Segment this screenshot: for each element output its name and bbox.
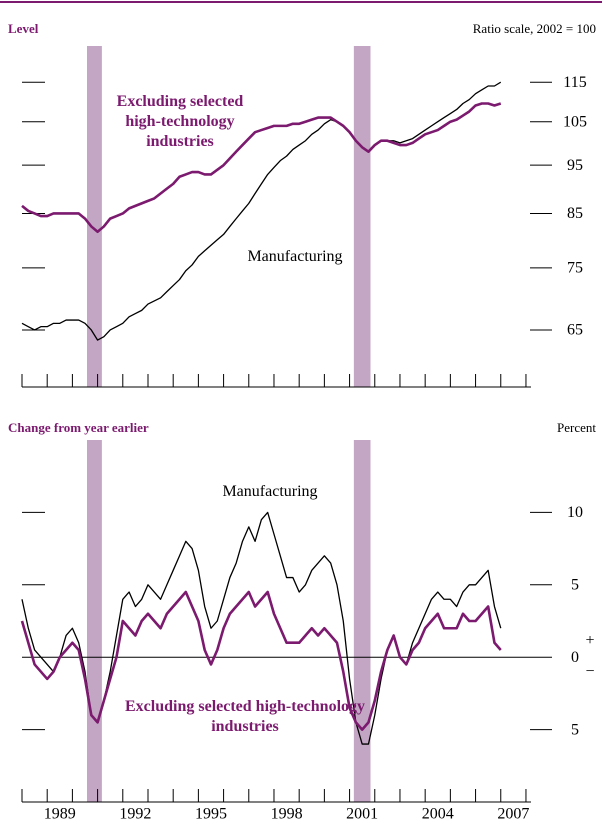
y-tick-label: 85 — [567, 205, 583, 222]
panel-title: Level — [8, 21, 39, 36]
series-line — [20, 590, 502, 731]
panel-title: Change from year earlier — [8, 420, 149, 435]
recession-shading — [353, 46, 371, 387]
y-tick-label: 105 — [563, 113, 587, 130]
x-tick-label: 1992 — [119, 806, 151, 823]
series-line — [21, 102, 502, 234]
panel-subtitle: Ratio scale, 2002 = 100 — [473, 21, 596, 36]
y-tick-label: 5 — [571, 721, 579, 738]
y-tick-label: 0 — [571, 649, 579, 666]
y-tick-label: 95 — [567, 157, 583, 174]
series-label: Manufacturing — [222, 483, 318, 500]
series-line — [21, 81, 502, 341]
x-tick-label: 1998 — [271, 806, 303, 823]
x-tick-label: 1995 — [195, 806, 227, 823]
recession-shading — [87, 46, 102, 387]
y-tick-label: 115 — [563, 74, 586, 91]
y-tick-label: 5 — [571, 576, 579, 593]
y-tick-label: 10 — [567, 504, 583, 521]
series-label: Manufacturing — [247, 248, 343, 265]
panel-subtitle: Percent — [557, 420, 596, 435]
recession-shading — [353, 440, 371, 802]
x-tick-label: 2001 — [346, 806, 378, 823]
top-rule — [0, 1, 602, 3]
x-tick-label: 1989 — [44, 806, 76, 823]
zero-sign: − — [585, 663, 594, 680]
series-label: Excluding selected high-technology indus… — [116, 93, 244, 150]
series-label: Excluding selected high-technology indus… — [125, 698, 366, 735]
y-tick-label: 75 — [567, 259, 583, 276]
y-tick-label: 65 — [567, 322, 583, 339]
x-tick-label: 2004 — [422, 806, 454, 823]
recession-shading — [87, 440, 102, 802]
zero-sign: + — [585, 632, 594, 649]
x-tick-label: 2007 — [497, 806, 529, 823]
